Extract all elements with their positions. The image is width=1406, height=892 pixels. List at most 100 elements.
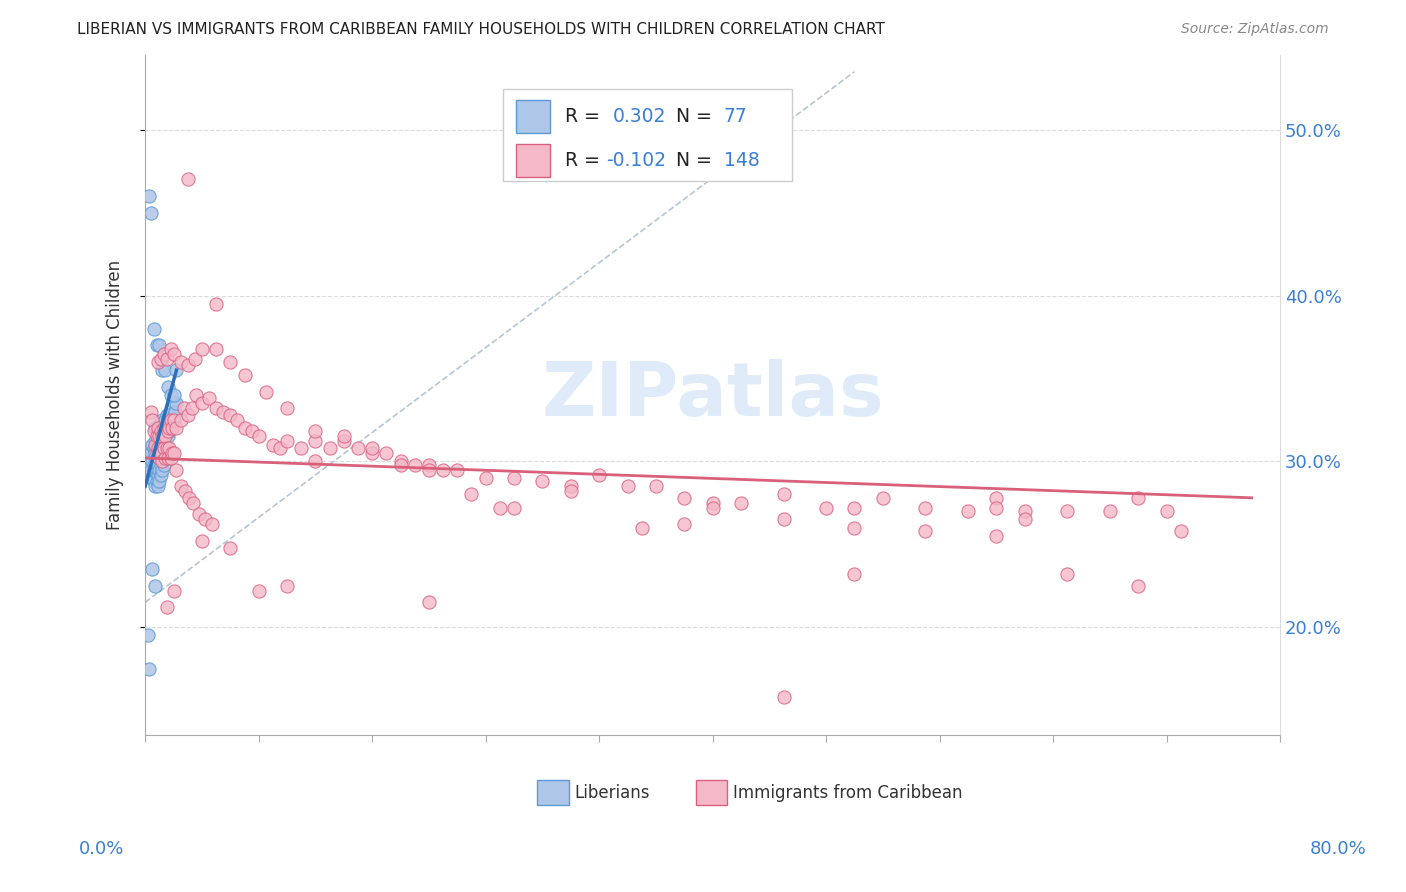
Point [240,425,263,439]
Point [986,491,1008,505]
Point [159,450,181,465]
Point [141,413,163,427]
Point [1014,504,1036,518]
Point [160,413,183,427]
Point [389,454,412,468]
Point [148,417,170,432]
Point [145,450,167,465]
Point [162,388,184,402]
Point [673,517,696,532]
Point [361,441,384,455]
Point [872,491,894,505]
Point [198,392,221,406]
Point [142,441,165,455]
Point [304,434,326,449]
Point [149,446,172,460]
Text: Liberians: Liberians [574,784,650,802]
Point [1128,491,1150,505]
Point [141,454,163,468]
Point [986,500,1008,515]
Point [162,583,184,598]
Point [844,567,866,582]
Point [375,446,398,460]
Point [159,342,181,356]
Point [150,450,173,465]
Point [157,425,180,439]
Text: 77: 77 [724,107,748,126]
Point [153,446,176,460]
Point [333,429,356,443]
Point [153,413,176,427]
Y-axis label: Family Households with Children: Family Households with Children [107,260,124,530]
Point [489,500,512,515]
Point [446,462,468,476]
Point [145,425,167,439]
Point [143,421,166,435]
Point [146,355,169,369]
FancyBboxPatch shape [516,145,550,177]
Point [188,508,211,522]
Point [673,491,696,505]
Point [149,351,172,366]
Point [588,467,610,482]
Point [630,521,652,535]
Point [160,421,183,435]
Point [179,491,201,505]
Point [205,342,228,356]
Point [155,408,177,422]
Point [148,338,170,352]
Point [162,396,184,410]
Text: 0.0%: 0.0% [79,840,124,858]
Point [165,462,187,476]
Point [181,401,204,416]
Point [159,388,181,402]
Point [191,396,214,410]
Point [560,479,582,493]
Point [177,172,200,186]
Point [254,384,277,399]
Point [149,429,172,443]
Point [141,438,163,452]
Point [153,429,176,443]
Point [772,487,794,501]
Point [145,338,167,352]
Point [156,450,179,465]
FancyBboxPatch shape [696,780,727,805]
Point [173,401,195,416]
Point [152,441,174,455]
Point [150,429,173,443]
Point [269,441,291,455]
Point [150,454,173,468]
Text: 148: 148 [724,152,759,170]
Point [141,471,163,485]
Point [531,474,554,488]
Point [148,450,170,465]
Point [233,421,256,435]
Point [148,474,170,488]
Point [162,413,184,427]
Point [156,380,179,394]
Point [276,434,298,449]
Point [145,438,167,452]
Point [844,500,866,515]
Point [153,450,176,465]
Point [616,479,638,493]
Point [148,450,170,465]
Text: Source: ZipAtlas.com: Source: ZipAtlas.com [1181,22,1329,37]
Point [149,446,172,460]
Point [1014,512,1036,526]
Point [191,342,214,356]
Point [844,521,866,535]
Point [138,662,160,676]
Point [152,421,174,435]
Point [219,408,242,422]
Point [146,446,169,460]
Point [1098,504,1121,518]
Point [1128,579,1150,593]
Point [560,484,582,499]
Point [233,368,256,383]
Point [138,189,160,203]
Point [404,458,426,472]
Point [474,471,496,485]
Point [150,413,173,427]
